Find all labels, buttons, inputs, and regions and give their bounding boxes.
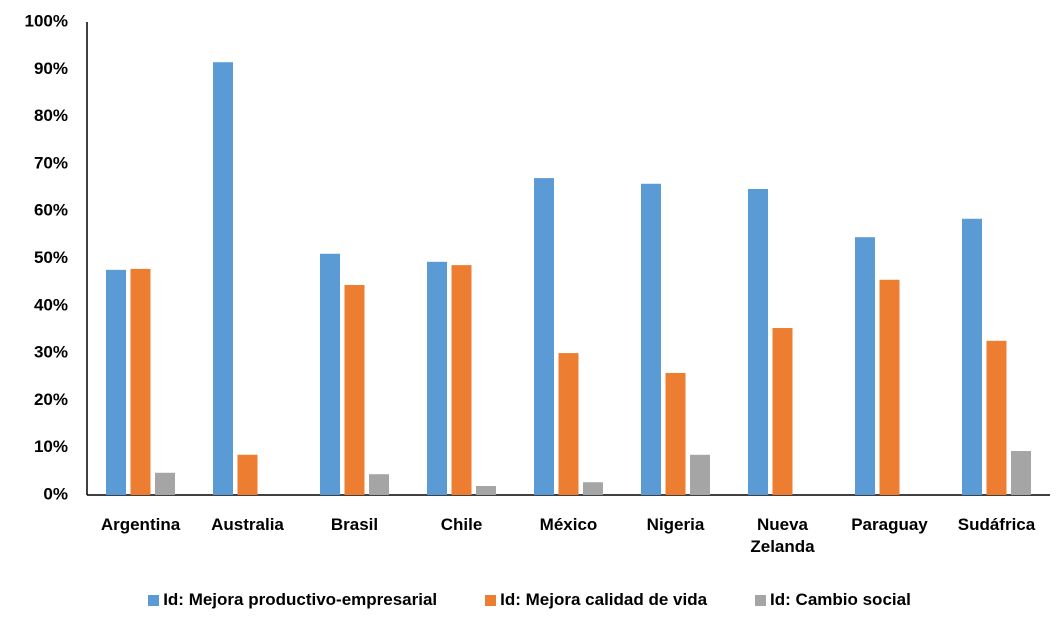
y-tick-label: 50% (34, 248, 68, 267)
legend-label: Id: Mejora calidad de vida (500, 590, 708, 609)
y-tick-label: 70% (34, 153, 68, 172)
bar (427, 261, 447, 495)
bar (748, 188, 768, 495)
legend-label: Id: Mejora productivo-empresarial (163, 590, 438, 609)
y-tick-label: 20% (34, 390, 68, 409)
bar (106, 269, 126, 495)
bar (451, 265, 472, 495)
bar (1011, 451, 1031, 495)
x-tick-label: Nigeria (646, 515, 705, 534)
legend-swatch (755, 594, 767, 606)
bar (344, 284, 365, 495)
legend-item: Id: Mejora calidad de vida (485, 590, 707, 610)
x-tick-label: Argentina (100, 515, 181, 534)
bar (369, 474, 389, 495)
y-tick-label: 100% (25, 11, 68, 30)
bar (772, 328, 793, 495)
x-tick-label: México (539, 515, 598, 534)
bar (879, 279, 900, 495)
bar (320, 253, 340, 495)
legend-item: Id: Mejora productivo-empresarial (148, 590, 437, 610)
bar (641, 183, 661, 496)
x-tick-label: Brasil (330, 515, 379, 534)
bar (962, 218, 982, 495)
y-tick-label: 40% (34, 295, 68, 314)
legend: Id: Mejora productivo-empresarial Id: Mej… (0, 590, 1059, 610)
bar (213, 62, 233, 496)
y-tick-label: 80% (34, 106, 68, 125)
legend-swatch (485, 594, 497, 606)
y-tick-label: 0% (43, 484, 68, 503)
legend-label: Id: Cambio social (770, 590, 911, 609)
x-tick-label: Nueva Zelanda (750, 515, 815, 556)
bar (690, 454, 710, 495)
y-tick-label: 90% (34, 59, 68, 78)
bar (237, 454, 258, 495)
bar (665, 372, 686, 495)
x-tick-label: Chile (440, 515, 483, 534)
y-tick-label: 30% (34, 343, 68, 362)
legend-item: Id: Cambio social (755, 590, 911, 610)
x-tick-label: Australia (211, 515, 284, 534)
bar (986, 340, 1007, 495)
legend-swatch (148, 594, 160, 606)
x-tick-label: Sudáfrica (957, 515, 1036, 534)
bar (558, 353, 579, 495)
bar (130, 268, 151, 495)
y-tick-label: 60% (34, 201, 68, 220)
bar (583, 482, 603, 495)
y-tick-label: 10% (34, 437, 68, 456)
x-tick-label: Paraguay (851, 515, 928, 534)
bar (855, 237, 875, 495)
bar (476, 486, 496, 495)
bar (534, 178, 554, 495)
bar (155, 472, 175, 495)
